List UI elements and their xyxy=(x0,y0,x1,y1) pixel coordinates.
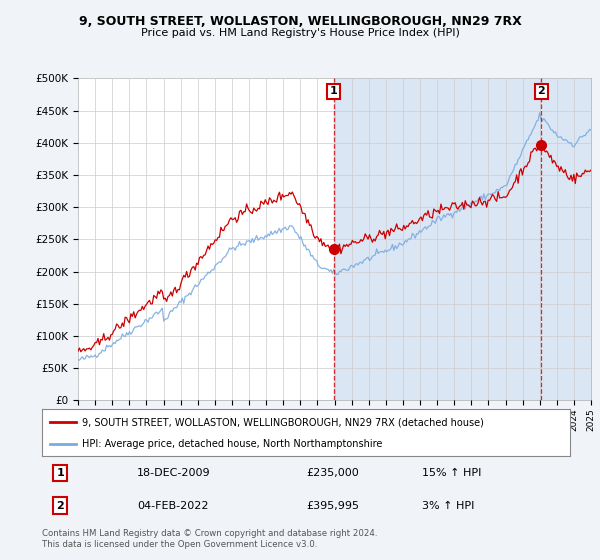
Text: 18-DEC-2009: 18-DEC-2009 xyxy=(137,468,211,478)
Text: Price paid vs. HM Land Registry's House Price Index (HPI): Price paid vs. HM Land Registry's House … xyxy=(140,28,460,38)
Text: £235,000: £235,000 xyxy=(306,468,359,478)
Text: 1: 1 xyxy=(330,86,338,96)
Text: 9, SOUTH STREET, WOLLASTON, WELLINGBOROUGH, NN29 7RX (detached house): 9, SOUTH STREET, WOLLASTON, WELLINGBOROU… xyxy=(82,417,484,427)
Text: 2: 2 xyxy=(56,501,64,511)
Text: 1: 1 xyxy=(56,468,64,478)
Text: HPI: Average price, detached house, North Northamptonshire: HPI: Average price, detached house, Nort… xyxy=(82,439,382,449)
Text: 04-FEB-2022: 04-FEB-2022 xyxy=(137,501,209,511)
Text: 15% ↑ HPI: 15% ↑ HPI xyxy=(422,468,482,478)
Bar xyxy=(334,78,591,400)
Text: 2: 2 xyxy=(538,86,545,96)
Text: £395,995: £395,995 xyxy=(306,501,359,511)
Text: Contains HM Land Registry data © Crown copyright and database right 2024.
This d: Contains HM Land Registry data © Crown c… xyxy=(42,529,377,549)
Text: 9, SOUTH STREET, WOLLASTON, WELLINGBOROUGH, NN29 7RX: 9, SOUTH STREET, WOLLASTON, WELLINGBOROU… xyxy=(79,15,521,27)
Text: 3% ↑ HPI: 3% ↑ HPI xyxy=(422,501,475,511)
